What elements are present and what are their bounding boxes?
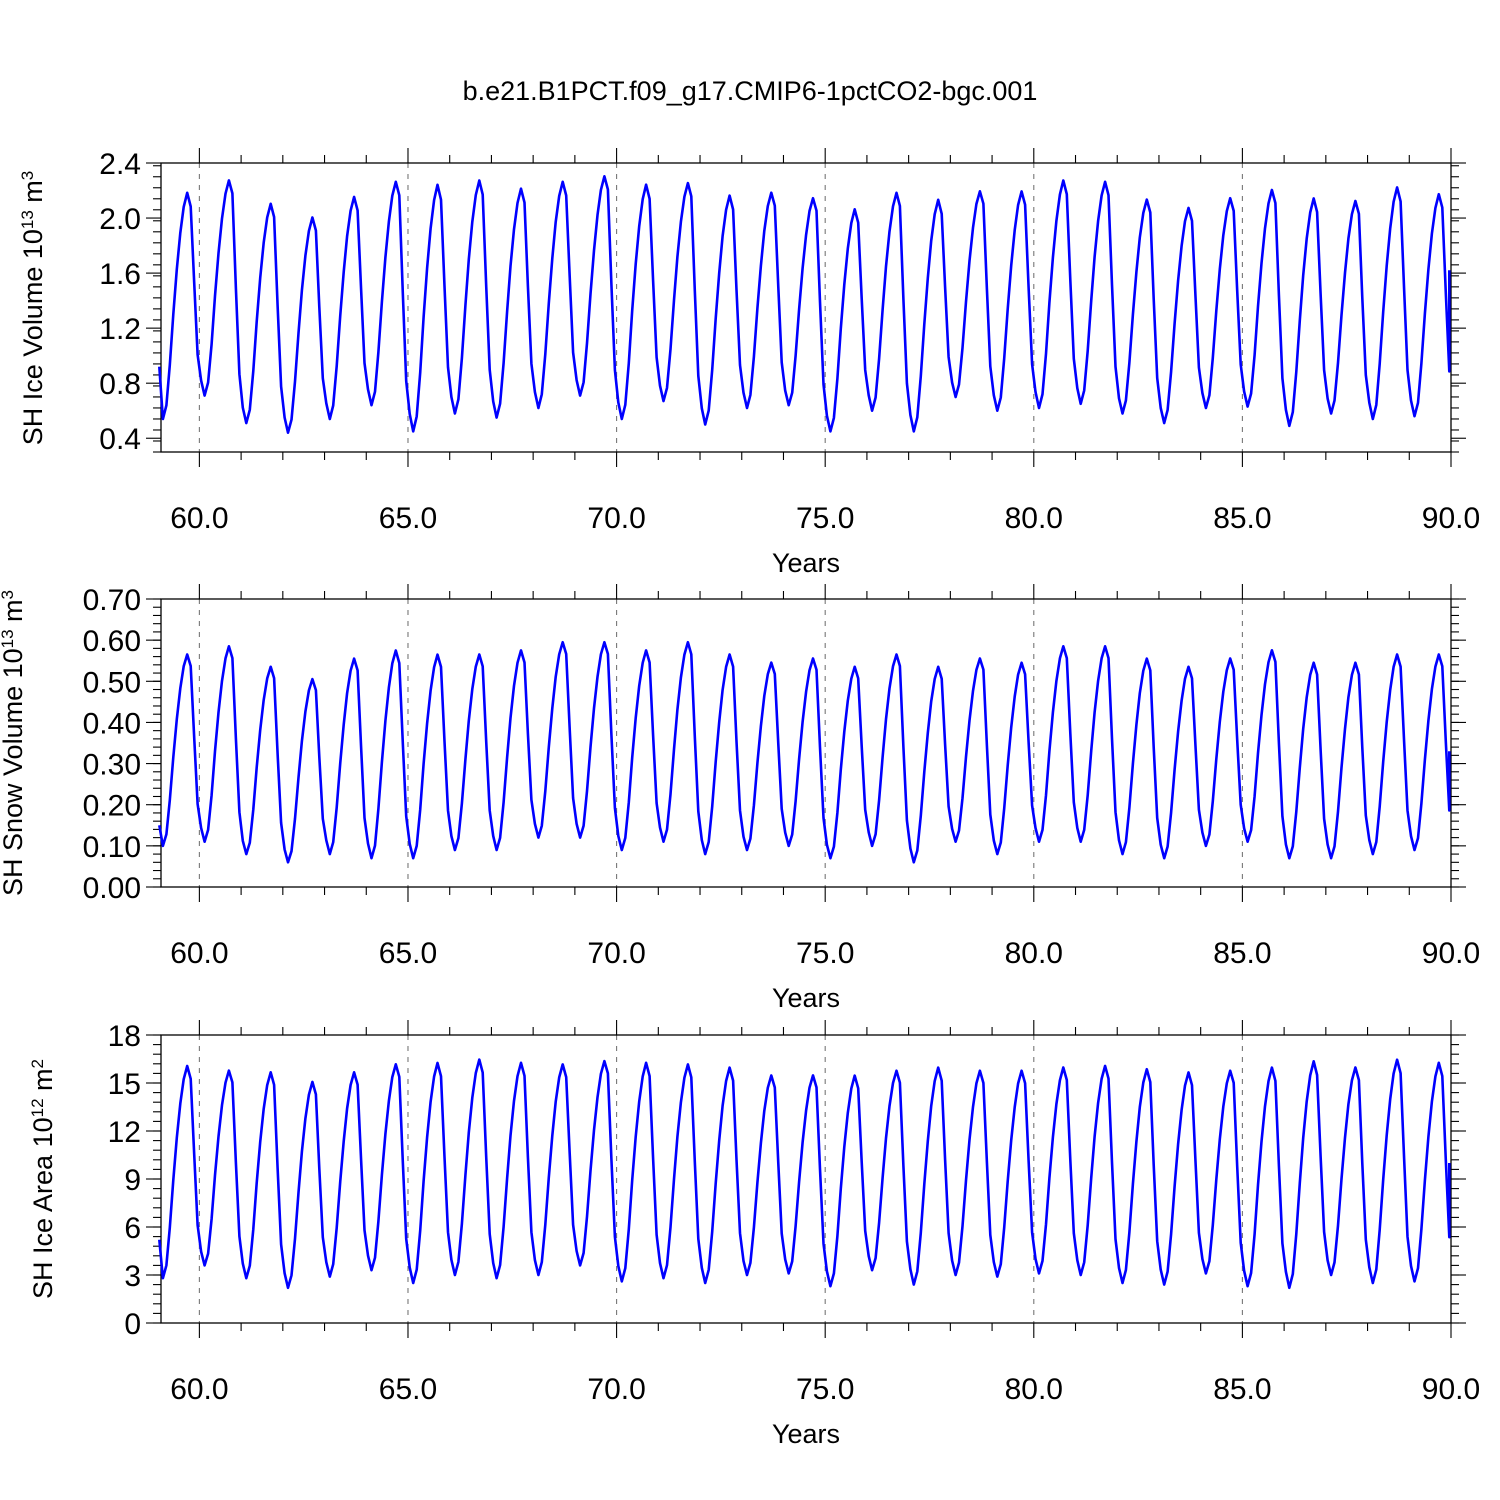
x-axis-title: Years bbox=[772, 548, 840, 578]
x-tick-label: 60.0 bbox=[170, 502, 228, 535]
x-tick-label: 85.0 bbox=[1213, 502, 1271, 535]
x-tick-label: 65.0 bbox=[379, 1373, 437, 1406]
plot-frame bbox=[160, 162, 1452, 453]
y-tick-label: 0.4 bbox=[99, 423, 141, 456]
y-axis-title-text: SH Snow Volume 10 bbox=[0, 648, 28, 896]
x-tick-label: 90.0 bbox=[1422, 502, 1480, 535]
y-tick-label: 15 bbox=[108, 1068, 141, 1101]
x-tick-label: 70.0 bbox=[587, 502, 645, 535]
y-axis-title: SH Ice Volume 1013 m3 bbox=[18, 171, 49, 446]
y-tick-label: 0.60 bbox=[83, 625, 141, 658]
panels: 60.0 65.0 70.0 75.0 80.0 85.0 90.0 0.4 0.8 1.2 1.6… bbox=[0, 148, 1480, 1449]
x-tick-label: 75.0 bbox=[796, 1373, 854, 1406]
y-tick-label: 0.30 bbox=[83, 749, 141, 782]
y-tick-label: 12 bbox=[108, 1116, 141, 1149]
x-tick-label: 90.0 bbox=[1422, 1373, 1480, 1406]
x-tick-label: 80.0 bbox=[1005, 502, 1063, 535]
x-axis-title: Years bbox=[772, 983, 840, 1013]
y-axis-title-unit: m bbox=[28, 1068, 58, 1098]
x-tick-label: 70.0 bbox=[587, 937, 645, 970]
x-tick-label: 70.0 bbox=[587, 1373, 645, 1406]
series-line bbox=[158, 640, 1451, 864]
y-tick-label: 0.10 bbox=[83, 831, 141, 864]
x-tick-label: 75.0 bbox=[796, 937, 854, 970]
x-tick-label: 85.0 bbox=[1213, 937, 1271, 970]
y-tick-label: 0 bbox=[124, 1308, 141, 1341]
y-axis-title-exponent: 13 bbox=[18, 210, 37, 229]
y-tick-label: 0.20 bbox=[83, 790, 141, 823]
y-axis-title-text: SH Ice Volume 10 bbox=[18, 229, 48, 445]
panel-1: 60.0 65.0 70.0 75.0 80.0 85.0 90.0 0.4 0.8 1.2 1.6… bbox=[18, 148, 1480, 578]
series-line bbox=[158, 175, 1451, 434]
panel-3: 60.0 65.0 70.0 75.0 80.0 85.0 90.0 0 3 6 9 12 15 18 Ye… bbox=[28, 1020, 1480, 1449]
y-axis-title-unit: m bbox=[18, 180, 48, 210]
x-tick-label: 60.0 bbox=[170, 937, 228, 970]
y-tick-label: 0.50 bbox=[83, 666, 141, 699]
y-axis-title-unit-exponent: 3 bbox=[0, 590, 17, 599]
series-line bbox=[158, 1058, 1451, 1290]
x-tick-label: 65.0 bbox=[379, 502, 437, 535]
x-tick-label: 80.0 bbox=[1005, 937, 1063, 970]
y-tick-label: 0.8 bbox=[99, 368, 141, 401]
y-axis-title-unit: m bbox=[0, 599, 28, 629]
y-axis-title-unit-exponent: 3 bbox=[18, 171, 37, 180]
y-tick-label: 2.0 bbox=[99, 203, 141, 236]
y-tick-label: 2.4 bbox=[99, 148, 141, 181]
y-axis-title: SH Snow Volume 1013 m3 bbox=[0, 590, 28, 896]
y-axis-title: SH Ice Area 1012 m2 bbox=[28, 1059, 59, 1299]
x-tick-label: 75.0 bbox=[796, 502, 854, 535]
y-tick-label: 0.40 bbox=[83, 707, 141, 740]
panel-2: 60.0 65.0 70.0 75.0 80.0 85.0 90.0 0.00 0.10 0.20… bbox=[0, 584, 1480, 1013]
y-tick-label: 9 bbox=[124, 1164, 141, 1197]
plot-frame bbox=[160, 598, 1452, 888]
y-tick-label: 18 bbox=[108, 1020, 141, 1053]
y-axis-title-text: SH Ice Area 10 bbox=[28, 1117, 58, 1299]
x-tick-label: 85.0 bbox=[1213, 1373, 1271, 1406]
y-axis-title-unit-exponent: 2 bbox=[28, 1059, 47, 1068]
x-tick-label: 60.0 bbox=[170, 1373, 228, 1406]
x-axis-title: Years bbox=[772, 1419, 840, 1449]
y-axis-title-exponent: 12 bbox=[28, 1098, 47, 1117]
y-tick-label: 6 bbox=[124, 1212, 141, 1245]
y-axis-title-exponent: 13 bbox=[0, 629, 17, 648]
x-tick-label: 80.0 bbox=[1005, 1373, 1063, 1406]
y-tick-label: 0.70 bbox=[83, 584, 141, 617]
y-tick-label: 3 bbox=[124, 1260, 141, 1293]
chart-title: b.e21.B1PCT.f09_g17.CMIP6-1pctCO2-bgc.00… bbox=[463, 76, 1038, 106]
y-tick-label: 1.2 bbox=[99, 313, 141, 346]
y-tick-label: 1.6 bbox=[99, 258, 141, 291]
x-tick-label: 90.0 bbox=[1422, 937, 1480, 970]
y-tick-label: 0.00 bbox=[83, 872, 141, 905]
x-tick-label: 65.0 bbox=[379, 937, 437, 970]
